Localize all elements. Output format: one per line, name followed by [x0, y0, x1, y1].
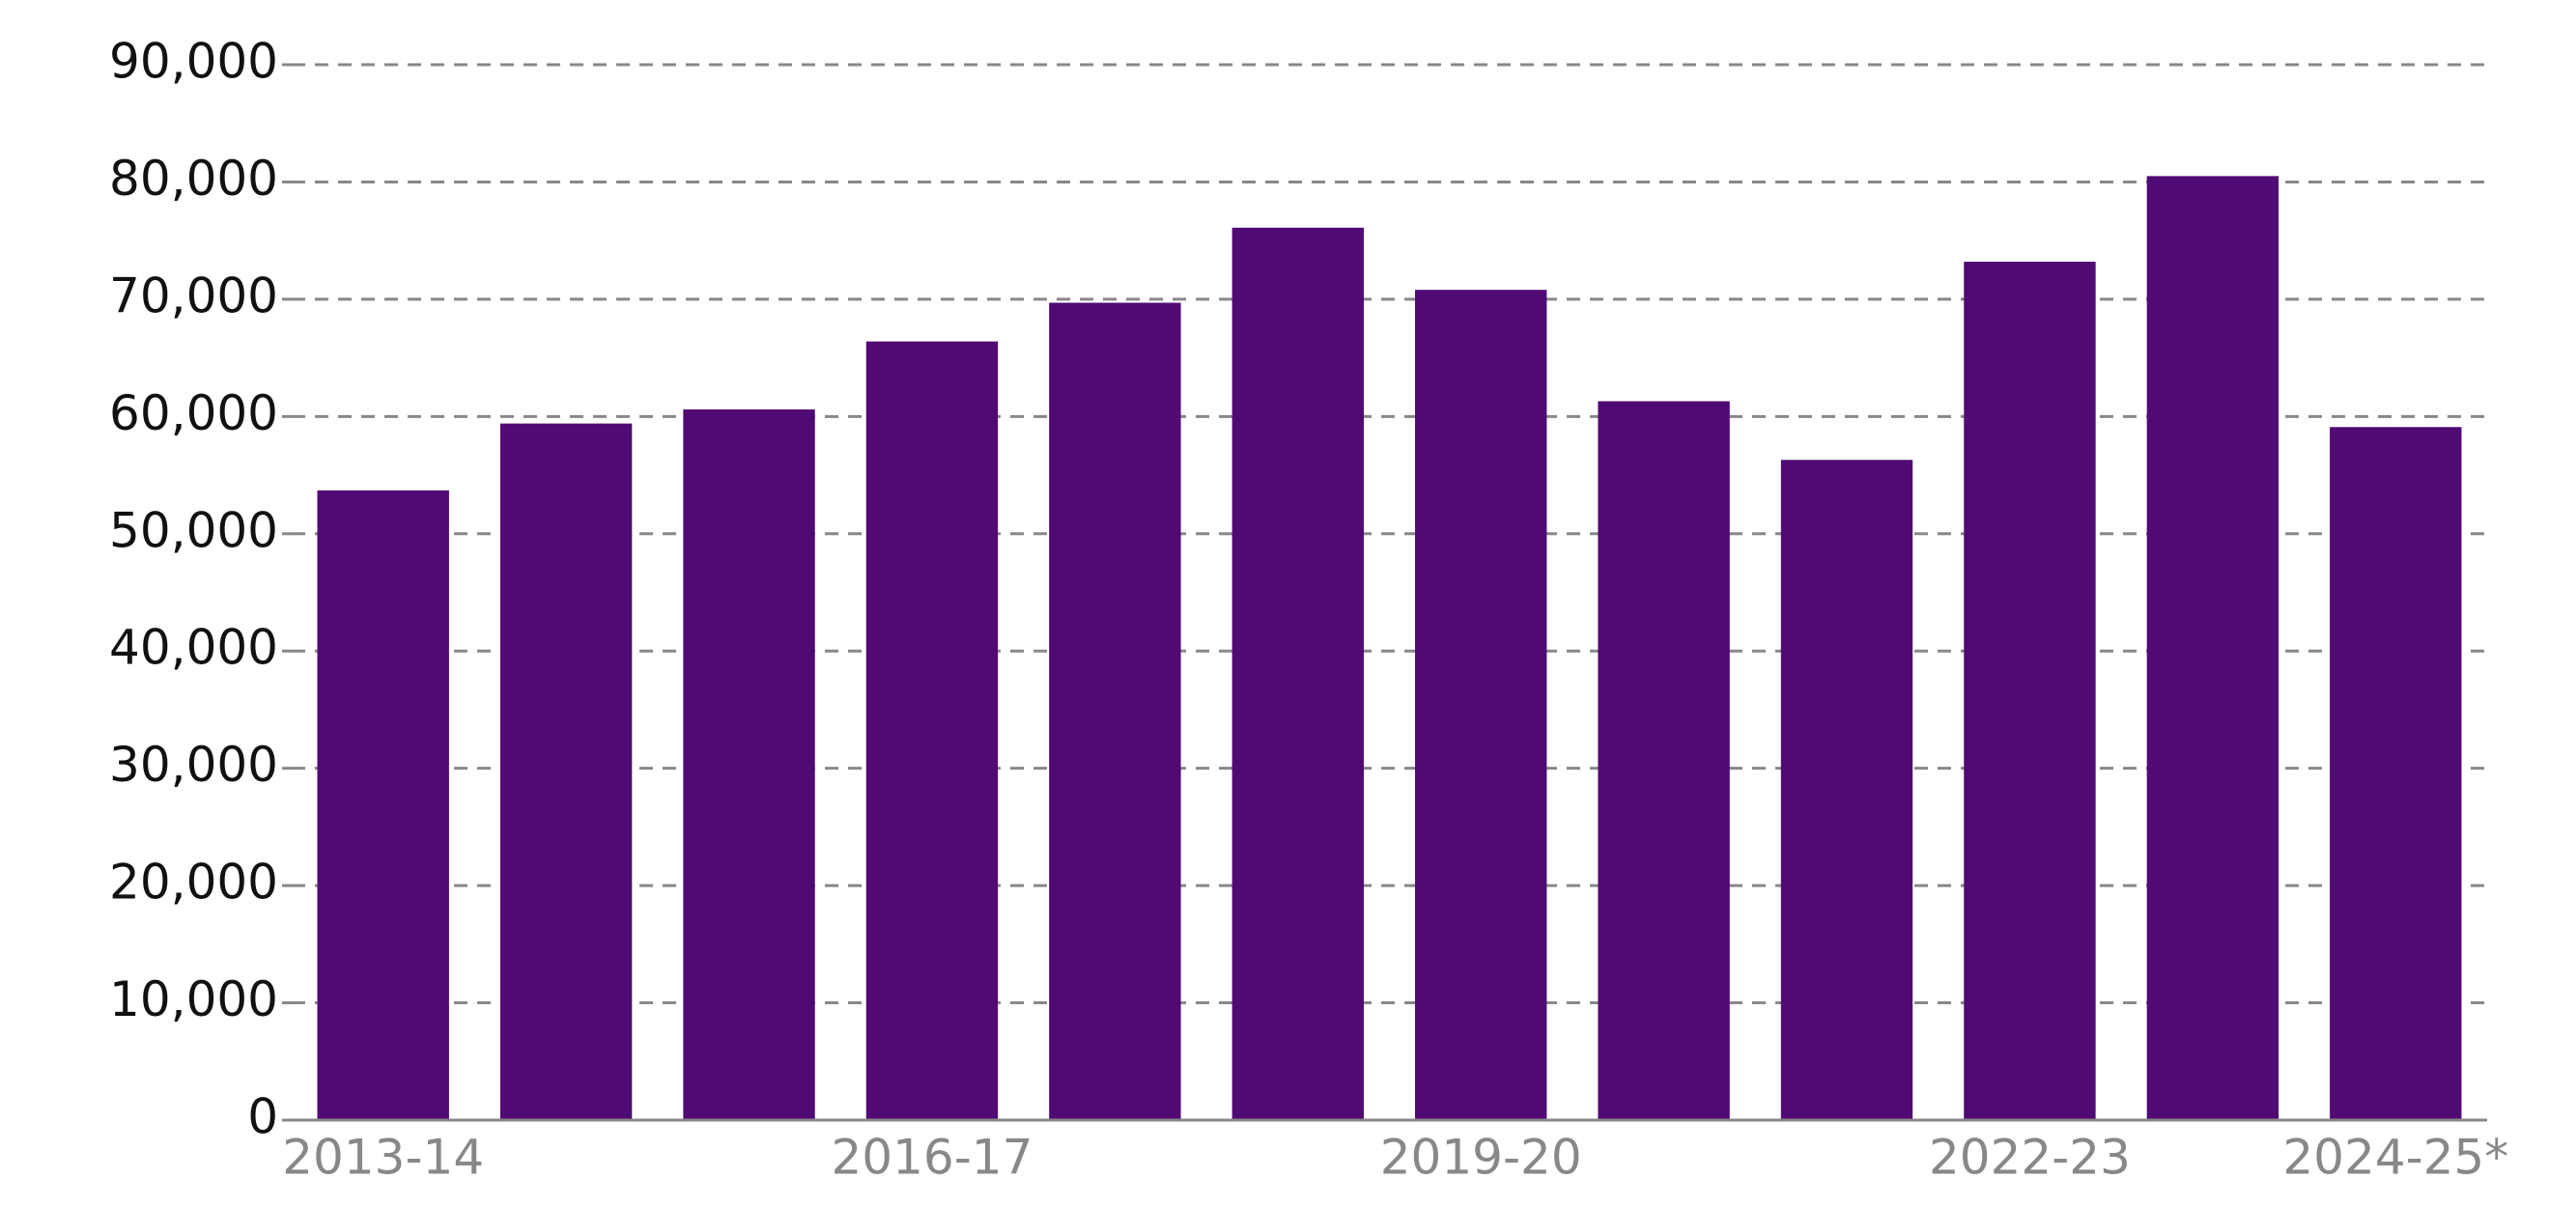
x-tick-label: 2016-17 [831, 1130, 1033, 1186]
y-tick-label: 50,000 [109, 502, 278, 558]
y-tick-label: 60,000 [109, 385, 278, 441]
y-tick-label: 0 [247, 1089, 278, 1145]
y-tick-label: 10,000 [109, 971, 278, 1027]
bar [1231, 227, 1364, 1120]
bar [1049, 302, 1181, 1120]
x-tick-label: 2013-14 [282, 1130, 484, 1186]
y-tick-label: 70,000 [109, 267, 278, 323]
bar [1598, 401, 1730, 1121]
bar [683, 409, 815, 1121]
y-tick-label: 20,000 [109, 855, 278, 911]
y-tick-label: 80,000 [109, 151, 278, 207]
bar [2146, 176, 2279, 1121]
bar [1415, 290, 1547, 1120]
bar [2330, 427, 2462, 1121]
bar [317, 490, 449, 1120]
y-tick-label: 30,000 [109, 737, 278, 793]
bar [499, 423, 633, 1120]
y-tick-label: 90,000 [109, 34, 278, 90]
x-tick-label: 2019-20 [1380, 1130, 1582, 1186]
bar [865, 341, 999, 1120]
x-tick-label: 2022-23 [1929, 1130, 2131, 1186]
bar [1964, 262, 2096, 1120]
bar [1780, 460, 1913, 1120]
x-tick-label: 2024-25* [2282, 1130, 2508, 1186]
y-tick-label: 40,000 [109, 620, 278, 676]
